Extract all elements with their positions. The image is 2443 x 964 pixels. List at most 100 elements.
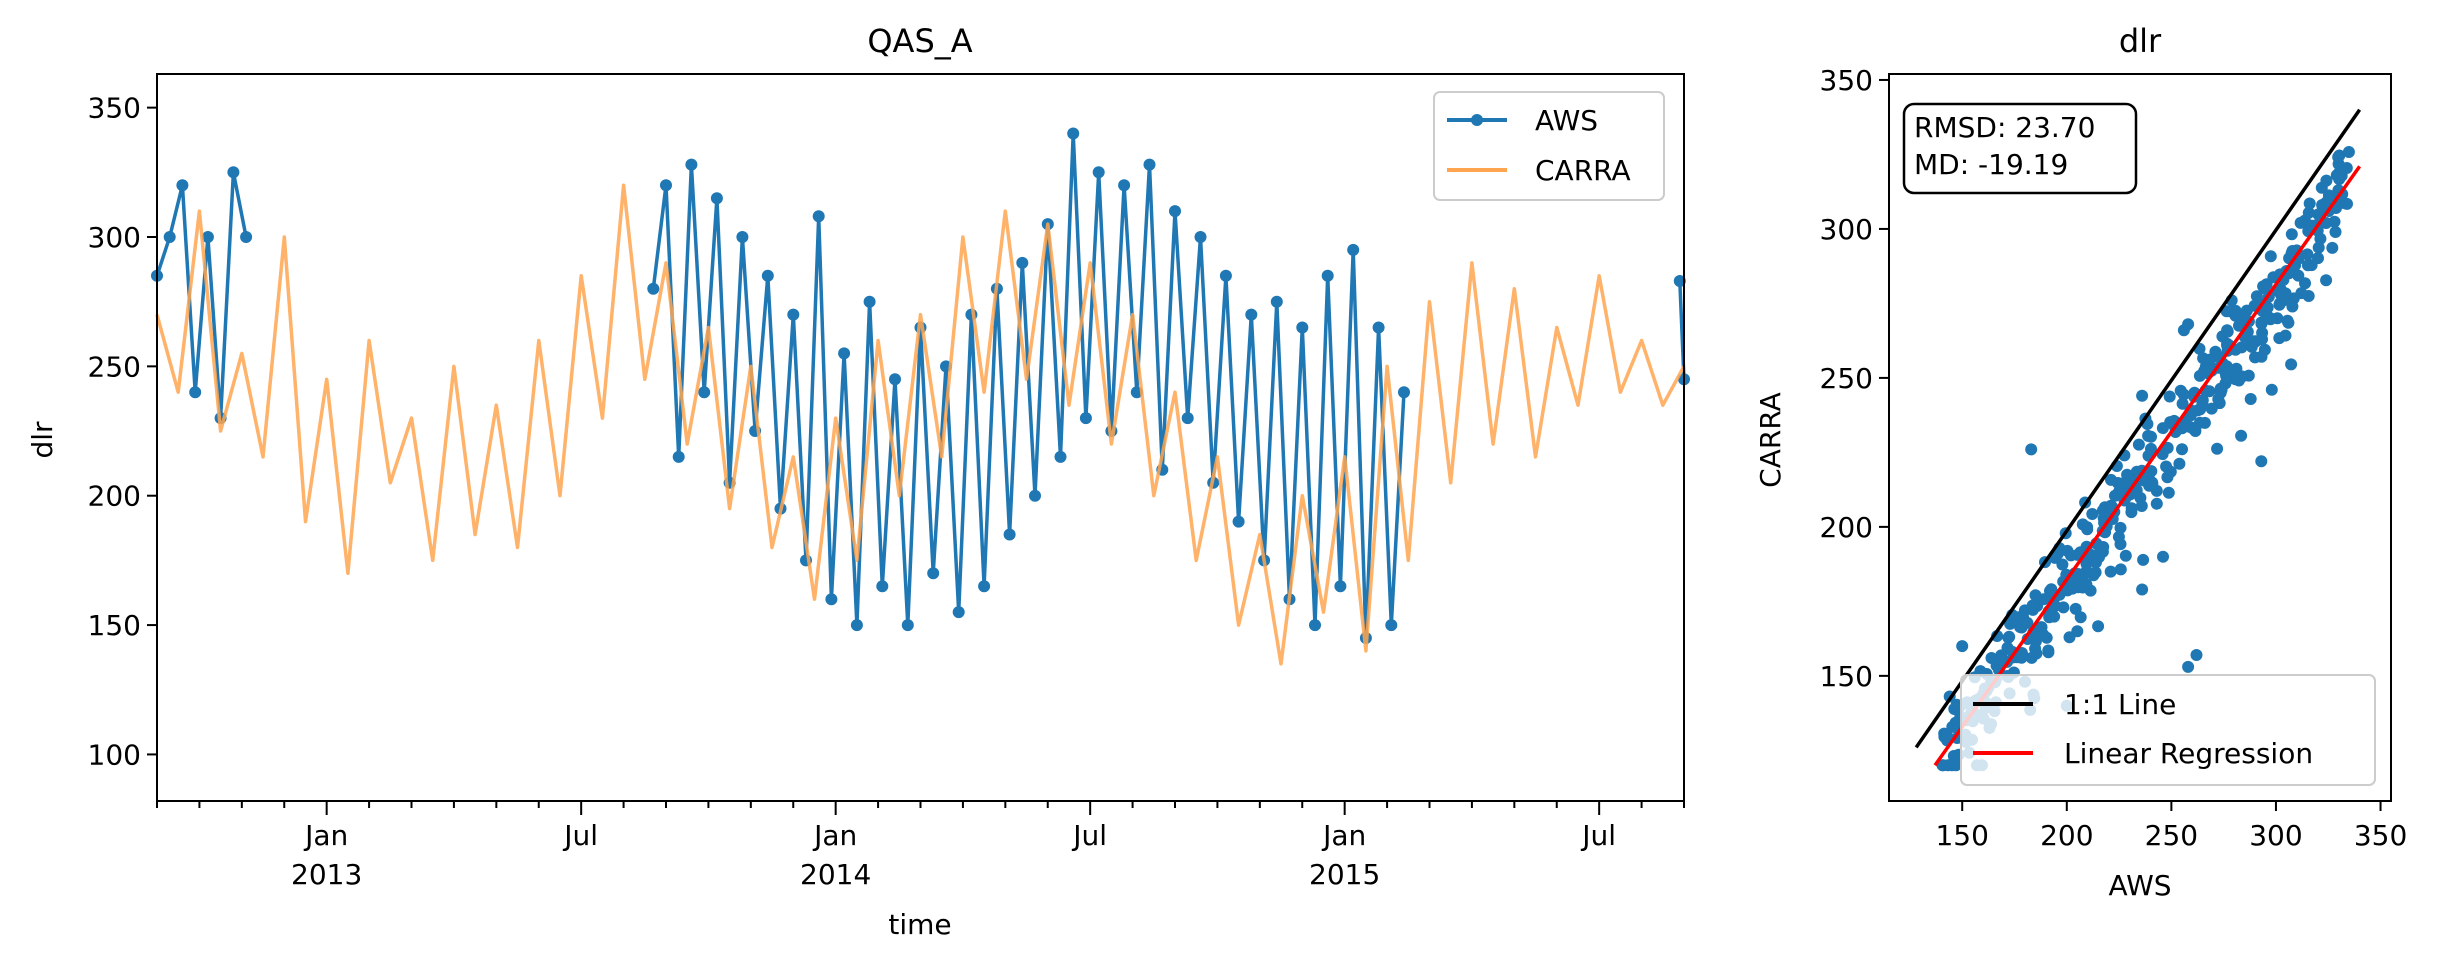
scatter-point [1949,759,1962,772]
aws-point [647,282,660,295]
scatter-point [2320,174,2333,187]
timeseries-x-year-label: 2013 [291,858,362,891]
scatter-point [2320,274,2333,287]
scatter-point [2137,553,2150,566]
aws-point [189,386,202,399]
scatter-point [2156,422,2169,435]
aws-point [660,179,672,192]
stats-annotation: RMSD: 23.70 MD: -19.19 [1902,102,2138,195]
scatter-plot-frame [1888,73,2392,802]
scatter-point [2182,660,2195,673]
aws-point [710,192,723,205]
scatter-point [2294,216,2307,229]
scatter-point [2157,550,2169,563]
aws-point [1194,231,1207,243]
scatter-y-tick-label: 250 [1820,362,1873,395]
scatter-point [1985,652,1998,664]
md-text: MD: -19.19 [1914,148,2068,181]
scatter-point [2074,611,2087,624]
scatter-point [2162,486,2175,499]
scatter-point [2198,416,2211,429]
scatter-point [2021,616,2034,629]
timeseries-x-tick-label: Jul [1071,819,1107,852]
aws-series-line [155,170,248,420]
aws-point [1143,158,1156,171]
aws-point [1016,256,1029,269]
scatter-y-tick-label: 300 [1820,213,1873,246]
aws-point [176,179,189,192]
scatter-point [2341,197,2353,210]
scatter-point [2212,393,2225,406]
scatter-x-tick-label: 250 [2145,819,2198,852]
aws-point [876,580,889,593]
scatter-point [2265,383,2278,396]
scatter-point [2214,382,2227,395]
scatter-point [2234,310,2247,323]
aws-point [1347,243,1360,256]
aws-point [952,606,965,619]
scatter-x-tick-label: 350 [2354,819,2407,852]
scatter-point [2244,393,2257,405]
scatter-point [2256,326,2269,339]
timeseries-y-label: dlr [26,421,59,459]
scatter-title: dlr [2119,22,2162,60]
scatter-point [2145,465,2158,478]
scatter-point [2235,429,2248,442]
scatter-point [2190,649,2203,661]
timeseries-y-tick-label: 150 [88,609,141,642]
scatter-y-tick-label: 150 [1820,660,1873,693]
scatter-point [2329,226,2342,238]
timeseries-plot-frame [156,73,1685,802]
timeseries-x-year-label: 2014 [800,858,871,891]
aws-point [736,231,749,243]
scatter-point [2092,620,2105,633]
scatter-point [2302,206,2315,219]
scatter-x-label: AWS [2108,869,2171,902]
timeseries-x-label: time [888,908,951,941]
scatter-point [2105,473,2117,486]
aws-point [1372,321,1385,334]
scatter-point [2233,319,2245,332]
scatter-point [2264,250,2277,263]
aws-point [201,231,214,243]
scatter-point [2273,297,2286,310]
scatter-point [1946,720,1959,733]
timeseries-x-tick-label: Jan [812,819,857,852]
scatter-point [2221,324,2234,337]
legend-regression-label: Linear Regression [2064,737,2313,770]
aws-point [672,450,685,463]
scatter-legend: 1:1 Line Linear Regression [1960,674,2376,786]
timeseries-y-tick-label: 200 [88,480,141,513]
scatter-point [2285,228,2298,241]
scatter-point [2236,370,2249,383]
aws-series-line [651,131,1406,640]
aws-point [698,386,711,399]
aws-point [1219,269,1232,282]
scatter-y-tick-label: 350 [1820,64,1873,97]
aws-point [927,567,940,580]
scatter-point [2320,196,2333,209]
scatter-point [2203,353,2216,366]
aws-point [1245,308,1258,321]
scatter-point [1937,759,1950,772]
scatter-point [2286,300,2299,313]
scatter-point [1950,698,1963,711]
scatter-point [2117,477,2130,490]
scatter-point [2255,455,2268,468]
scatter-point [2097,541,2110,553]
scatter-x-tick-label: 200 [2040,819,2093,852]
scatter-point [2112,530,2125,543]
scatter-point [2262,310,2275,323]
scatter-point [2176,397,2189,410]
rmsd-text: RMSD: 23.70 [1914,111,2095,144]
aws-point [1321,269,1334,282]
aws-point [227,166,240,179]
aws-point [1169,205,1181,218]
timeseries-y-tick-label: 100 [88,738,141,771]
scatter-x-axis: 150 200 250 300 350 [1935,801,2407,852]
scatter-point [2235,341,2248,354]
aws-point [1232,515,1245,528]
timeseries-legend: AWS CARRA [1433,91,1665,201]
aws-point [1181,412,1194,425]
timeseries-x-tick-label: Jan [1321,819,1366,852]
